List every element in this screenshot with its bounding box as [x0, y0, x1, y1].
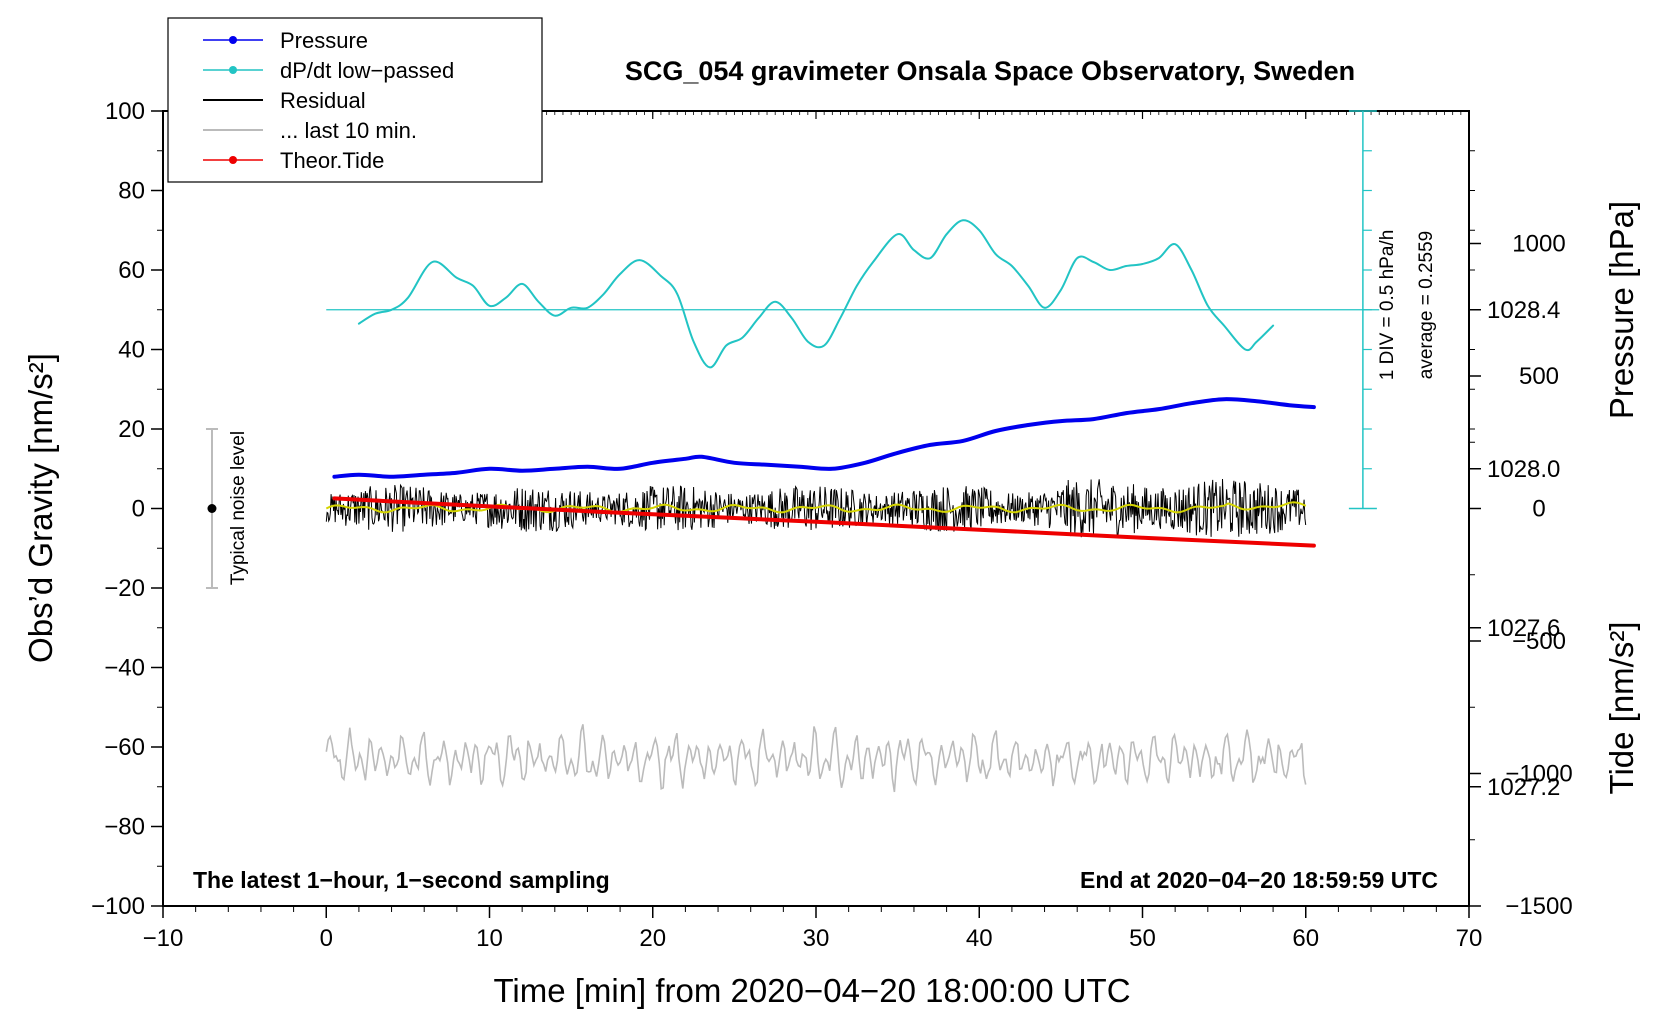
y-tick-label: 0: [132, 496, 145, 523]
x-tick-label: 50: [1129, 925, 1156, 952]
x-tick-label: 60: [1292, 925, 1319, 952]
legend-item-dpdt: dP/dt low−passed: [203, 58, 454, 83]
note-left: The latest 1−hour, 1−second sampling: [193, 867, 610, 893]
x-tick-label: 30: [803, 925, 830, 952]
y-tick-label: 80: [118, 178, 145, 205]
series-layer: [325, 219, 1380, 793]
dpdt-line: [357, 219, 1275, 369]
x-tick-label: 20: [639, 925, 666, 952]
pressure-tick-label: 1028.0: [1487, 456, 1560, 483]
legend-label-last10: ... last 10 min.: [280, 118, 417, 143]
last10-line: [325, 724, 1307, 793]
legend-marker-tide: [229, 156, 237, 164]
y-axis-title-gravity: Obs’d Gravity [nm/s²]: [22, 353, 59, 663]
legend-item-pressure: Pressure: [203, 28, 368, 53]
legend-item-residual: Residual: [203, 88, 366, 113]
pressure-tick-label: 1027.6: [1487, 615, 1560, 642]
y-tick-label: −40: [104, 655, 145, 682]
legend-label-pressure: Pressure: [280, 28, 368, 53]
legend-item-last10: ... last 10 min.: [203, 118, 417, 143]
noise-bar-center: [207, 504, 217, 513]
x-tick-label: 70: [1456, 925, 1483, 952]
y-tick-label: 40: [118, 337, 145, 364]
note-right: End at 2020−04−20 18:59:59 UTC: [1080, 867, 1438, 893]
y-tick-label: −100: [91, 893, 145, 920]
average-label: average = 0.2559: [1416, 231, 1437, 379]
x-tick-label: 40: [966, 925, 993, 952]
legend: Pressure dP/dt low−passed Residual ... l…: [167, 17, 543, 183]
tide-tick-label: 1000: [1512, 231, 1565, 258]
x-tick-label: −10: [143, 925, 184, 952]
x-tick-label: 0: [320, 925, 333, 952]
y-axis-title-pressure: Pressure [hPa]: [1603, 201, 1640, 419]
y-axis-title-tide: Tide [nm/s²]: [1603, 622, 1640, 795]
div-label: 1 DIV = 0.5 hPa/h: [1377, 230, 1398, 381]
noise-label: Typical noise level: [228, 431, 249, 585]
y-tick-label: 20: [118, 416, 145, 443]
y-tick-label: −60: [104, 734, 145, 761]
legend-marker-dpdt: [229, 66, 237, 74]
residual-line: [325, 478, 1307, 538]
y-axis-pressure: 1027.2 1027.6 1028.0 1028.4: [1469, 150, 1560, 801]
y-tick-label: 60: [118, 257, 145, 284]
pressure-tick-label: 1028.4: [1487, 297, 1560, 324]
tide-tick-label: −500: [1512, 628, 1566, 655]
legend-label-tide: Theor.Tide: [280, 148, 384, 173]
legend-marker-pressure: [229, 36, 237, 44]
y-tick-label: 100: [105, 98, 145, 125]
tide-tick-label: −1000: [1505, 761, 1572, 788]
legend-item-tide: Theor.Tide: [203, 148, 384, 173]
x-tick-label: 10: [476, 925, 503, 952]
legend-label-residual: Residual: [280, 88, 366, 113]
pressure-tick-label: 1027.2: [1487, 774, 1560, 801]
y-axis-gravity: −100 −80 −60 −40 −20 0 20 40 60 80 100: [91, 98, 163, 920]
y-tick-label: −20: [104, 575, 145, 602]
legend-label-dpdt: dP/dt low−passed: [280, 58, 454, 83]
chart-title: SCG_054 gravimeter Onsala Space Observat…: [625, 56, 1355, 86]
x-axis: −10 0 10 20 30 40 50 60 70: [143, 111, 1483, 952]
tide-tick-label: −1500: [1505, 893, 1572, 920]
y-axis-tide: −1500 −1000 −500 0 500 1000: [1469, 231, 1573, 920]
y-tick-label: −80: [104, 814, 145, 841]
x-axis-title: Time [min] from 2020−04−20 18:00:00 UTC: [493, 972, 1130, 1009]
pressure-line: [332, 397, 1316, 479]
tide-tick-label: 500: [1519, 363, 1559, 390]
tide-tick-label: 0: [1532, 496, 1545, 523]
noise-level-bar: [205, 428, 218, 589]
